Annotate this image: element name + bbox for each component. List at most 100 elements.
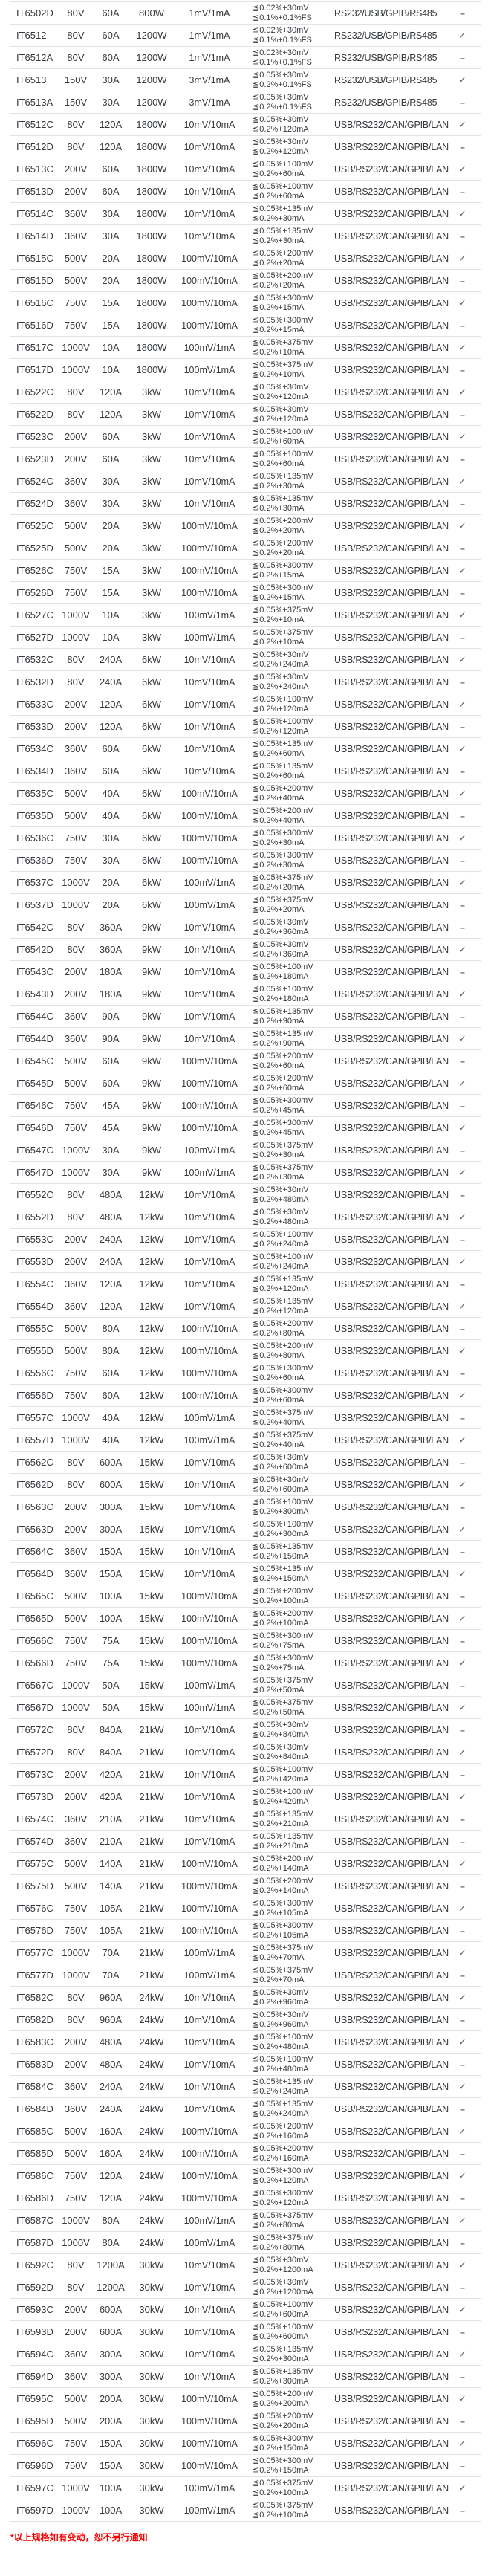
table-row: IT6512 80V 60A 1200W 1mV/1mA ≦0.02%+30mV… [10,24,481,46]
accuracy-cell: ≦0.05%+200mV ≦0.2%+100mA [244,1587,328,1606]
interfaces-cell: USB/RS232/CAN/GPIB/LAN [334,877,449,888]
voltage-cell: 80V [67,2282,85,2293]
current-accuracy: ≦0.2%+960mA [253,2019,309,2029]
voltage-accuracy: ≦0.05%+200mV [253,2143,313,2153]
model-cell: IT6513C [16,164,53,175]
current-accuracy: ≦0.2%+210mA [253,1841,309,1851]
voltage-accuracy: ≦0.05%+100mV [253,984,313,994]
flag-cell: ✓ [458,832,466,844]
voltage-cell: 750V [64,1100,88,1111]
power-cell: 1200W [136,52,167,63]
voltage-accuracy: ≦0.05%+375mV [253,627,313,637]
interfaces-cell: USB/RS232/CAN/GPIB/LAN [334,1055,449,1067]
current-cell: 20A [102,877,120,888]
power-cell: 12kW [139,1234,164,1245]
voltage-cell: 750V [64,320,88,331]
current-cell: 120A [99,141,123,152]
resolution-cell: 10mV/10mA [183,2304,235,2315]
power-cell: 21kW [139,1836,164,1847]
power-cell: 30kW [139,2482,164,2494]
voltage-cell: 750V [64,2192,88,2204]
voltage-accuracy: ≦0.05%+375mV [253,1675,313,1685]
model-cell: IT6557C [16,1412,53,1423]
resolution-cell: 100mV/10mA [181,1925,238,1936]
flag-cell: ✓ [458,341,466,353]
table-row: IT6597D 1000V 100A 30kW 100mV/1mA ≦0.05%… [10,2499,481,2521]
interfaces-cell: USB/RS232/CAN/GPIB/LAN [334,2103,449,2114]
voltage-cell: 80V [67,7,85,19]
table-row: IT6584D 360V 240A 24kW 10mV/10mA ≦0.05%+… [10,2097,481,2120]
table-row: IT6577D 1000V 70A 21kW 100mV/1mA ≦0.05%+… [10,1964,481,1986]
flag-cell: – [460,2371,465,2382]
current-accuracy: ≦0.2%+30mA [253,481,305,491]
power-cell: 6kW [142,743,161,754]
voltage-accuracy: ≦0.05%+100mV [253,1764,313,1774]
current-accuracy: ≦0.2%+60mA [253,436,305,446]
model-cell: IT6522C [16,386,53,398]
flag-cell: – [460,1278,465,1289]
accuracy-cell: ≦0.05%+135mV ≦0.2%+210mA [244,1832,328,1851]
resolution-cell: 100mV/10mA [181,253,238,264]
power-cell: 9kW [142,1055,161,1067]
power-cell: 30kW [139,2326,164,2337]
voltage-cell: 80V [67,1724,85,1735]
flag-cell: – [460,1100,465,1111]
power-cell: 24kW [139,2103,164,2114]
current-cell: 120A [99,2192,123,2204]
model-cell: IT6576C [16,1903,53,1914]
voltage-cell: 750V [64,855,88,866]
flag-cell: – [460,1724,465,1735]
interfaces-cell: USB/RS232/CAN/GPIB/LAN [334,2036,449,2048]
accuracy-cell: ≦0.05%+135mV ≦0.2%+240mA [244,2100,328,2119]
flag-cell: ✓ [458,2125,466,2137]
table-row: IT6595D 500V 200A 30kW 100mV/10mA ≦0.05%… [10,2410,481,2432]
resolution-cell: 100mV/10mA [181,832,238,844]
interfaces-cell: USB/RS232/CAN/GPIB/LAN [334,899,449,910]
table-row: IT6534D 360V 60A 6kW 10mV/10mA ≦0.05%+13… [10,760,481,782]
current-cell: 150A [99,1568,123,1579]
current-accuracy: ≦0.2%+105mA [253,1908,309,1918]
voltage-cell: 1000V [62,1167,90,1178]
voltage-accuracy: ≦0.05%+300mV [253,2188,313,2198]
resolution-cell: 100mV/1mA [183,2505,235,2516]
flag-cell: ✓ [458,1211,466,1223]
voltage-cell: 360V [64,1813,88,1825]
model-cell: IT6513D [16,186,53,197]
resolution-cell: 100mV/10mA [181,1903,238,1914]
accuracy-cell: ≦0.05%+100mV ≦0.2%+120mA [244,695,328,714]
flag-cell: – [460,2103,465,2114]
voltage-accuracy: ≦0.05%+100mV [253,2032,313,2042]
current-cell: 600A [99,1457,123,1468]
resolution-cell: 100mV/1mA [183,899,235,910]
voltage-accuracy: ≦0.05%+375mV [253,2478,313,2488]
flag-cell: – [460,543,465,554]
voltage-accuracy: ≦0.05%+200mV [253,538,313,548]
flag-cell: – [460,2326,465,2337]
current-cell: 105A [99,1903,123,1914]
voltage-cell: 150V [64,74,88,85]
model-cell: IT6517C [16,342,53,353]
voltage-accuracy: ≦0.05%+135mV [253,226,313,236]
current-cell: 60A [102,1078,120,1089]
power-cell: 15kW [139,1457,164,1468]
current-cell: 60A [102,164,120,175]
resolution-cell: 100mV/10mA [181,1078,238,1089]
model-cell: IT6597C [16,2482,53,2494]
current-accuracy: ≦0.2%+840mA [253,1752,309,1761]
resolution-cell: 100mV/10mA [181,1390,238,1401]
table-row: IT6562C 80V 600A 15kW 10mV/10mA ≦0.05%+3… [10,1451,481,1473]
interfaces-cell: USB/RS232/CAN/GPIB/LAN [334,1769,449,1780]
voltage-cell: 80V [67,1457,85,1468]
power-cell: 30kW [139,2505,164,2516]
current-cell: 30A [102,832,120,844]
resolution-cell: 100mV/10mA [181,543,238,554]
accuracy-cell: ≦0.05%+300mV ≦0.2%+60mA [244,1386,328,1405]
table-row: IT6535D 500V 40A 6kW 100mV/10mA ≦0.05%+2… [10,804,481,826]
accuracy-cell: ≦0.05%+300mV ≦0.2%+15mA [244,294,328,313]
current-accuracy: ≦0.2%+60mA [253,1395,305,1405]
resolution-cell: 10mV/10mA [183,766,235,777]
voltage-accuracy: ≦0.05%+375mV [253,1943,313,1952]
table-row: IT6567C 1000V 50A 15kW 100mV/1mA ≦0.05%+… [10,1674,481,1696]
accuracy-cell: ≦0.05%+300mV ≦0.2%+15mA [244,316,328,335]
voltage-accuracy: ≦0.05%+100mV [253,2300,313,2309]
